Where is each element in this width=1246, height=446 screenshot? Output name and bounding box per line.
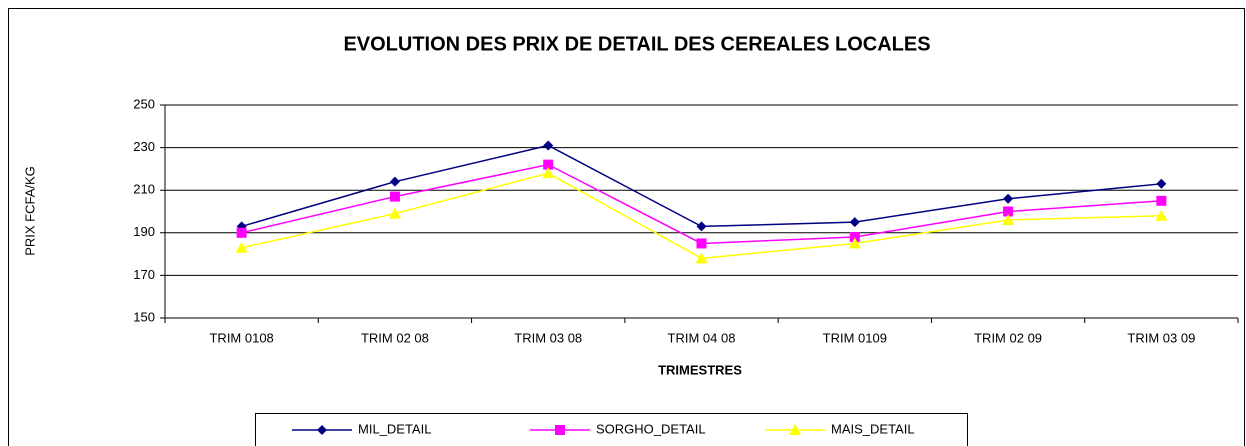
y-tick-label: 190 xyxy=(133,224,155,239)
x-tick-label: TRIM 0109 xyxy=(823,330,887,345)
chart-frame xyxy=(8,8,1245,446)
x-tick-label: TRIM 02 08 xyxy=(361,330,429,345)
x-axis-title: TRIMESTRES xyxy=(658,362,742,377)
x-tick-label: TRIM 03 09 xyxy=(1127,330,1195,345)
legend-box xyxy=(255,413,968,446)
point xyxy=(542,167,555,179)
point xyxy=(388,207,401,219)
y-tick-label: 210 xyxy=(133,182,155,197)
x-tick-label: TRIM 02 09 xyxy=(974,330,1042,345)
point xyxy=(1155,209,1168,221)
chart-title: EVOLUTION DES PRIX DE DETAIL DES CEREALE… xyxy=(343,33,930,55)
point xyxy=(696,238,707,249)
legend-marker xyxy=(317,425,327,435)
point xyxy=(848,237,861,249)
y-axis-title: PRIX FCFA/KG xyxy=(22,166,37,256)
x-tick-label: TRIM 03 08 xyxy=(514,330,582,345)
x-tick-label: TRIM 0108 xyxy=(209,330,273,345)
legend-label: MIL_DETAIL xyxy=(358,421,431,436)
legend-marker xyxy=(555,425,565,435)
y-tick-label: 250 xyxy=(133,96,155,111)
y-tick-label: 170 xyxy=(133,267,155,282)
point xyxy=(849,217,860,228)
point xyxy=(849,232,860,243)
point xyxy=(389,191,400,202)
point xyxy=(236,227,247,238)
point xyxy=(1156,195,1167,206)
point xyxy=(696,221,707,232)
legend-label: SORGHO_DETAIL xyxy=(596,421,706,436)
point xyxy=(1003,193,1014,204)
point xyxy=(543,159,554,170)
y-tick-label: 150 xyxy=(133,309,155,324)
point xyxy=(1002,214,1015,226)
y-tick-label: 230 xyxy=(133,139,155,154)
point xyxy=(695,252,708,264)
x-tick-label: TRIM 04 08 xyxy=(668,330,736,345)
point xyxy=(1156,178,1167,189)
point xyxy=(543,140,554,151)
legend-label: MAIS_DETAIL xyxy=(831,421,915,436)
point xyxy=(235,241,248,253)
point xyxy=(1003,206,1014,217)
legend-marker xyxy=(789,424,801,435)
point xyxy=(389,176,400,187)
